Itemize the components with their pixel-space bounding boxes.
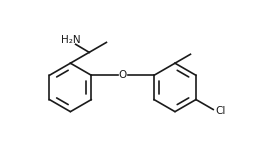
Text: H₂N: H₂N [61,35,80,45]
Text: O: O [119,70,127,80]
Text: Cl: Cl [215,106,225,116]
